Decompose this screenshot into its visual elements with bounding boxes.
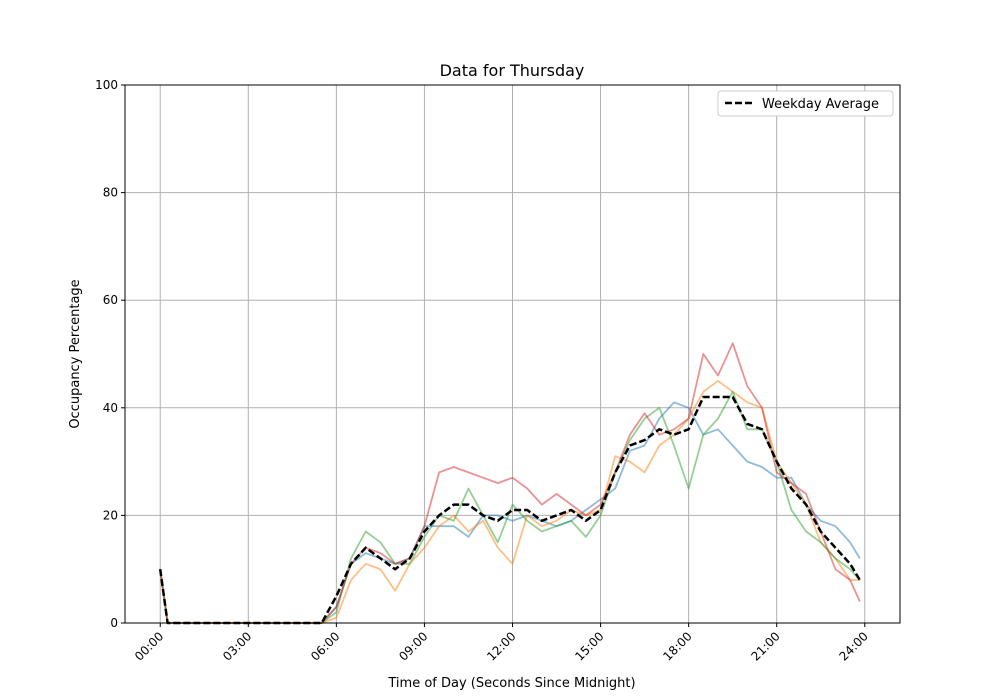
series-line-2 <box>159 379 860 624</box>
legend: Weekday Average <box>717 90 894 117</box>
x-tick-label: 06:00 <box>308 629 342 663</box>
x-tick-label: 18:00 <box>660 629 694 663</box>
grid <box>125 84 900 624</box>
y-tick-label: 0 <box>110 616 118 630</box>
x-axis-label: Time of Day (Seconds Since Midnight) <box>387 676 635 691</box>
legend-label-average: Weekday Average <box>762 97 879 112</box>
series-line-4 <box>159 342 861 624</box>
y-tick-label: 20 <box>103 508 118 522</box>
series-line-3 <box>159 390 861 624</box>
series-lines <box>158 342 861 625</box>
x-tick-label: 00:00 <box>132 629 166 663</box>
y-tick-label: 40 <box>103 401 118 415</box>
x-tick-label: 03:00 <box>220 629 254 663</box>
y-axis-label: Occupancy Percentage <box>68 279 83 428</box>
axis-ticks: 00:00 03:00 06:00 09:00 12:00 15:00 18:00 21:00… <box>95 78 871 664</box>
x-tick-label: 21:00 <box>748 629 782 663</box>
x-tick-label: 09:00 <box>396 629 430 663</box>
x-tick-label: 12:00 <box>484 629 518 663</box>
legend-box <box>717 90 894 117</box>
y-tick-label: 60 <box>103 293 118 307</box>
x-tick-label: 24:00 <box>837 629 871 663</box>
y-tick-label: 100 <box>95 78 118 92</box>
chart-title: Data for Thursday <box>440 61 585 80</box>
x-tick-label: 15:00 <box>572 629 606 663</box>
y-tick-label: 80 <box>103 186 118 200</box>
